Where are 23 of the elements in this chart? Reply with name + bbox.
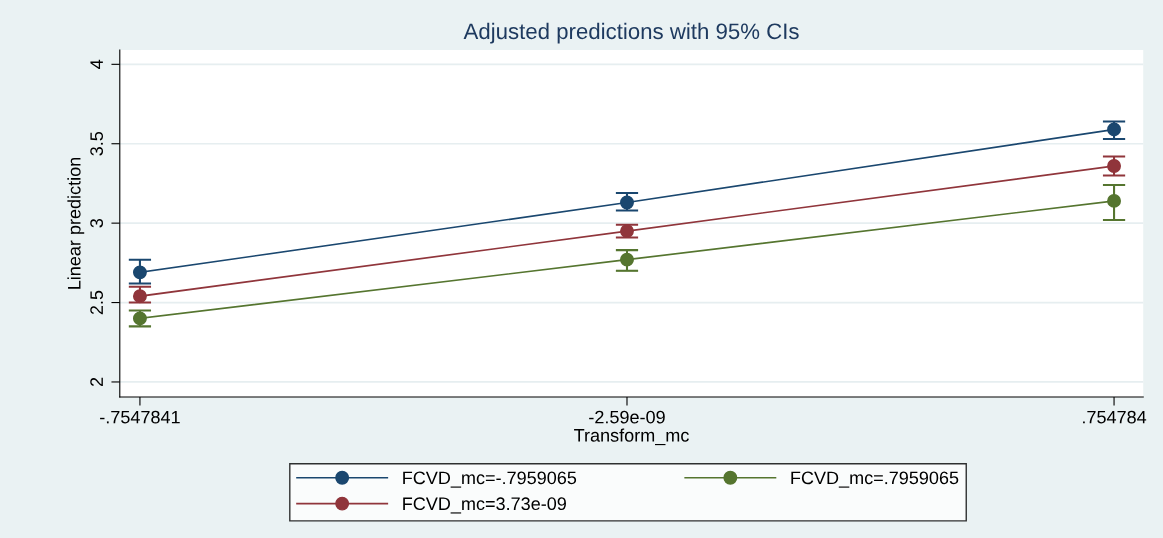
- y-tick-label: 3: [90, 218, 104, 228]
- legend-label: FCVD_mc=.7959065: [791, 471, 959, 488]
- x-tick-label: -2.59e-09: [589, 410, 665, 424]
- point: [1107, 193, 1121, 208]
- point: [1107, 159, 1121, 173]
- point: [132, 289, 147, 304]
- y-tick-label: 2: [90, 377, 103, 387]
- point: [620, 195, 634, 210]
- y-tick-label: 2.5: [90, 290, 104, 315]
- y-axis-title: Linear prediction: [67, 157, 85, 289]
- point: [620, 252, 634, 267]
- legend-label: FCVD_mc=-.7959065: [403, 471, 577, 488]
- point: [132, 265, 147, 280]
- legend-label: FCVD_mc=3.73e-09: [403, 497, 566, 514]
- x-axis-title: Transform_mc: [574, 428, 689, 446]
- y-tick-label: 3.5: [90, 131, 104, 156]
- chart-title: Adjusted predictions with 95% CIs: [463, 22, 799, 44]
- x-tick-label: -.7547841: [100, 410, 180, 424]
- x-tick-label: .754784: [1083, 410, 1147, 424]
- point: [1107, 122, 1121, 137]
- point: [620, 224, 634, 239]
- point: [132, 311, 147, 326]
- y-tick-label: 4: [90, 59, 103, 69]
